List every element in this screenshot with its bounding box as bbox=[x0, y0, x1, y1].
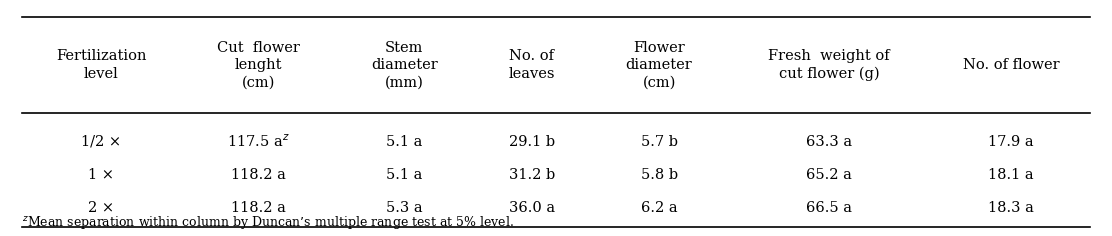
Text: Flower
diameter
(cm): Flower diameter (cm) bbox=[626, 41, 693, 89]
Text: 1/2 ×: 1/2 × bbox=[81, 135, 121, 149]
Text: 17.9 a: 17.9 a bbox=[989, 135, 1034, 149]
Text: 5.8 b: 5.8 b bbox=[641, 168, 677, 182]
Text: 31.2 b: 31.2 b bbox=[508, 168, 555, 182]
Text: 5.3 a: 5.3 a bbox=[386, 201, 423, 215]
Text: 36.0 a: 36.0 a bbox=[508, 201, 555, 215]
Text: 118.2 a: 118.2 a bbox=[231, 168, 286, 182]
Text: Fresh  weight of
cut flower (g): Fresh weight of cut flower (g) bbox=[768, 49, 890, 81]
Text: Stem
diameter
(mm): Stem diameter (mm) bbox=[371, 41, 438, 89]
Text: 66.5 a: 66.5 a bbox=[806, 201, 852, 215]
Text: 5.7 b: 5.7 b bbox=[641, 135, 677, 149]
Text: Cut  flower
lenght
(cm): Cut flower lenght (cm) bbox=[217, 41, 300, 89]
Text: No. of
leaves: No. of leaves bbox=[508, 49, 555, 80]
Text: No. of flower: No. of flower bbox=[963, 58, 1060, 72]
Text: 18.3 a: 18.3 a bbox=[987, 201, 1034, 215]
Text: Fertilization
level: Fertilization level bbox=[56, 49, 147, 80]
Text: 2 ×: 2 × bbox=[88, 201, 115, 215]
Text: $^z$Mean separation within column by Duncan’s multiple range test at 5% level.: $^z$Mean separation within column by Dun… bbox=[22, 214, 515, 231]
Text: 29.1 b: 29.1 b bbox=[508, 135, 555, 149]
Text: 65.2 a: 65.2 a bbox=[806, 168, 852, 182]
Text: 117.5 a$^z$: 117.5 a$^z$ bbox=[227, 133, 290, 150]
Text: 1 ×: 1 × bbox=[88, 168, 115, 182]
Text: 5.1 a: 5.1 a bbox=[386, 168, 423, 182]
Text: 63.3 a: 63.3 a bbox=[806, 135, 852, 149]
Text: 118.2 a: 118.2 a bbox=[231, 201, 286, 215]
Text: 18.1 a: 18.1 a bbox=[989, 168, 1034, 182]
Text: 6.2 a: 6.2 a bbox=[641, 201, 677, 215]
Text: 5.1 a: 5.1 a bbox=[386, 135, 423, 149]
